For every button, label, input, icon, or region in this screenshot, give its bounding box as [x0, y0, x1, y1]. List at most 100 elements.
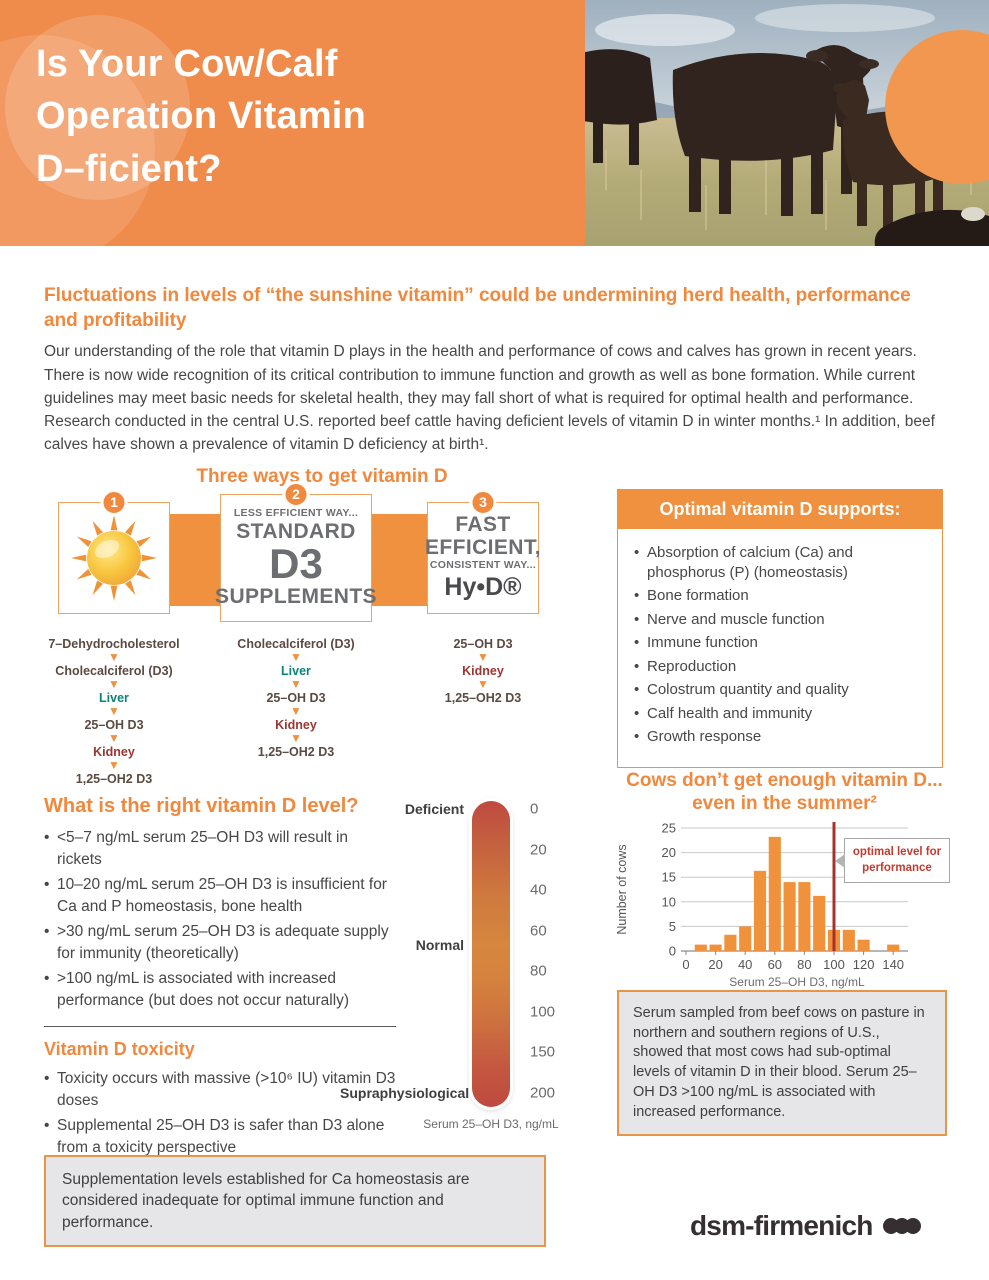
- way-number-badge: 1: [100, 489, 128, 516]
- way-box-label: FAST: [455, 513, 511, 537]
- arrow-down-icon: ▼: [290, 650, 302, 664]
- bullet-item: Absorption of calcium (Ca) and phosphoru…: [634, 543, 926, 582]
- arrow-down-icon: ▼: [108, 677, 120, 691]
- svg-text:0: 0: [682, 957, 689, 972]
- bullet-item: <5–7 ng/mL serum 25–OH D3 will result in…: [44, 827, 396, 871]
- scale-tick-label: 100: [530, 1003, 556, 1021]
- toxicity-list: Toxicity occurs with massive (>10⁶ IU) v…: [44, 1068, 396, 1159]
- arrow-down-icon: ▼: [477, 650, 489, 664]
- serum-scale-caption: Serum 25–OH D3, ng/mL: [423, 1117, 559, 1131]
- bullet-item: Supplemental 25–OH D3 is safer than D3 a…: [44, 1115, 396, 1159]
- way-box-label: D3: [269, 540, 323, 588]
- optimal-supports-box: Optimal vitamin D supports: Absorption o…: [617, 489, 943, 768]
- pathway-step: Liver: [281, 664, 311, 678]
- bullet-item: >100 ng/mL is associated with increased …: [44, 968, 396, 1012]
- arrow-down-icon: ▼: [477, 677, 489, 691]
- bullet-item: Growth response: [634, 727, 926, 747]
- conversion-pathways: 7–Dehydrocholesterol ▼ Cholecalciferol (D3…: [44, 632, 600, 792]
- way-box-1: 1: [58, 489, 170, 614]
- arrow-down-icon: ▼: [108, 758, 120, 772]
- way-box-label: SUPPLEMENTS: [215, 585, 377, 609]
- way-box-label: STANDARD: [236, 519, 356, 543]
- svg-text:25: 25: [662, 820, 676, 835]
- pathway-step: 1,25–OH2 D3: [257, 745, 335, 759]
- way-number-badge: 3: [469, 489, 497, 516]
- way-box-label: LESS EFFICIENT WAY...: [233, 507, 359, 520]
- svg-text:20: 20: [708, 957, 722, 972]
- bullet-item: 10–20 ng/mL serum 25–OH D3 is insufficie…: [44, 874, 396, 918]
- svg-text:5: 5: [669, 918, 676, 933]
- pathway-step: 25–OH D3: [84, 718, 144, 732]
- pathway-step: Kidney: [462, 664, 504, 678]
- arrow-down-icon: ▼: [108, 731, 120, 745]
- company-logo: dsm-firmenich: [690, 1210, 921, 1242]
- arrow-down-icon: ▼: [108, 704, 120, 718]
- arrow-down-icon: ▼: [108, 650, 120, 664]
- intro-section: Fluctuations in levels of “the sunshine …: [44, 284, 946, 457]
- serum-scale: Deficient Normal Supraphysiological 0 20 40 6…: [340, 795, 610, 1140]
- pathway-step: Cholecalciferol (D3): [55, 664, 173, 678]
- pathway-2: Cholecalciferol (D3) ▼ Liver ▼ 25–OH D3 ▼ Kidn…: [221, 636, 371, 760]
- bullet-item: Toxicity occurs with massive (>10⁶ IU) v…: [44, 1068, 396, 1112]
- svg-text:140: 140: [882, 957, 904, 972]
- svg-text:Serum 25–OH D3, ng/mL: Serum 25–OH D3, ng/mL: [729, 975, 865, 989]
- intro-heading: Fluctuations in levels of “the sunshine …: [44, 285, 911, 331]
- svg-text:100: 100: [823, 957, 845, 972]
- scale-tick-label: 0: [530, 800, 539, 818]
- arrow-down-icon: ▼: [290, 677, 302, 691]
- chart-title: Cows don’t get enough vitamin D... even …: [626, 770, 943, 814]
- scale-zone-label: Supraphysiological: [340, 1085, 470, 1101]
- pathway-step: Liver: [99, 691, 129, 705]
- pathway-step: 25–OH D3: [266, 691, 326, 705]
- scale-tick-label: 80: [530, 962, 547, 980]
- bullet-item: Reproduction: [634, 657, 926, 677]
- level-list: <5–7 ng/mL serum 25–OH D3 will result in…: [44, 827, 396, 1012]
- scale-tick-label: 20: [530, 841, 547, 859]
- bullet-item: Bone formation: [634, 586, 926, 606]
- intro-body: Our understanding of the role that vitam…: [44, 343, 935, 454]
- optimal-supports-title: Optimal vitamin D supports:: [618, 490, 942, 529]
- way-box-label: Hy•D®: [444, 573, 522, 602]
- arrow-down-icon: ▼: [290, 731, 302, 745]
- svg-text:40: 40: [738, 957, 752, 972]
- scale-tick-label: 200: [530, 1084, 556, 1102]
- scale-tick-label: 60: [530, 922, 547, 940]
- bullet-item: Calf health and immunity: [634, 704, 926, 724]
- svg-text:20: 20: [662, 845, 676, 860]
- optimal-supports-list: Absorption of calcium (Ca) and phosphoru…: [634, 543, 926, 747]
- scale-tick-label: 40: [530, 881, 547, 899]
- level-heading: What is the right vitamin D level?: [44, 795, 359, 817]
- scale-zone-label: Normal: [415, 937, 464, 954]
- serum-scale-bar: [472, 801, 510, 1107]
- vitamin-level-section: What is the right vitamin D level? <5–7 …: [44, 795, 396, 1162]
- logo-dots-icon: [882, 1218, 921, 1234]
- scale-tick-label: 150: [530, 1043, 556, 1061]
- header-banner: Is Your Cow/Calf Operation Vitamin D–fic…: [0, 0, 989, 246]
- toxicity-heading: Vitamin D toxicity: [44, 1039, 195, 1059]
- svg-text:120: 120: [853, 957, 875, 972]
- pathway-step: Cholecalciferol (D3): [237, 637, 355, 651]
- section-divider: [44, 1026, 396, 1027]
- chart-note-box: Serum sampled from beef cows on pasture …: [617, 990, 947, 1137]
- pathway-step: 1,25–OH2 D3: [444, 691, 522, 705]
- supplementation-note-box: Supplementation levels established for C…: [44, 1155, 546, 1248]
- bullet-item: >30 ng/mL serum 25–OH D3 is adequate sup…: [44, 921, 396, 965]
- decorative-circle: [5, 15, 190, 200]
- pathway-1: 7–Dehydrocholesterol ▼ Cholecalciferol (D3…: [39, 636, 189, 787]
- page-title: Is Your Cow/Calf Operation Vitamin D–fic…: [36, 43, 366, 190]
- arrow-down-icon: ▼: [290, 704, 302, 718]
- svg-text:80: 80: [797, 957, 811, 972]
- pathway-step: 7–Dehydrocholesterol: [48, 637, 180, 651]
- sun-icon: [71, 515, 157, 601]
- bullet-item: Colostrum quantity and quality: [634, 680, 926, 700]
- cattle-photo: [575, 0, 989, 246]
- way-box-2: 2 LESS EFFICIENT WAY... STANDARD D3 SUPPLEME…: [215, 481, 377, 622]
- svg-text:60: 60: [768, 957, 782, 972]
- bullet-item: Immune function: [634, 633, 926, 653]
- bullet-item: Nerve and muscle function: [634, 610, 926, 630]
- optimal-level-callout: optimal level for performance: [835, 838, 950, 884]
- three-ways-section: Three ways to get vitamin D 1 2 LESS EFFI…: [44, 466, 600, 792]
- way-number-badge: 2: [282, 481, 310, 508]
- svg-text:Number of cows: Number of cows: [615, 844, 629, 934]
